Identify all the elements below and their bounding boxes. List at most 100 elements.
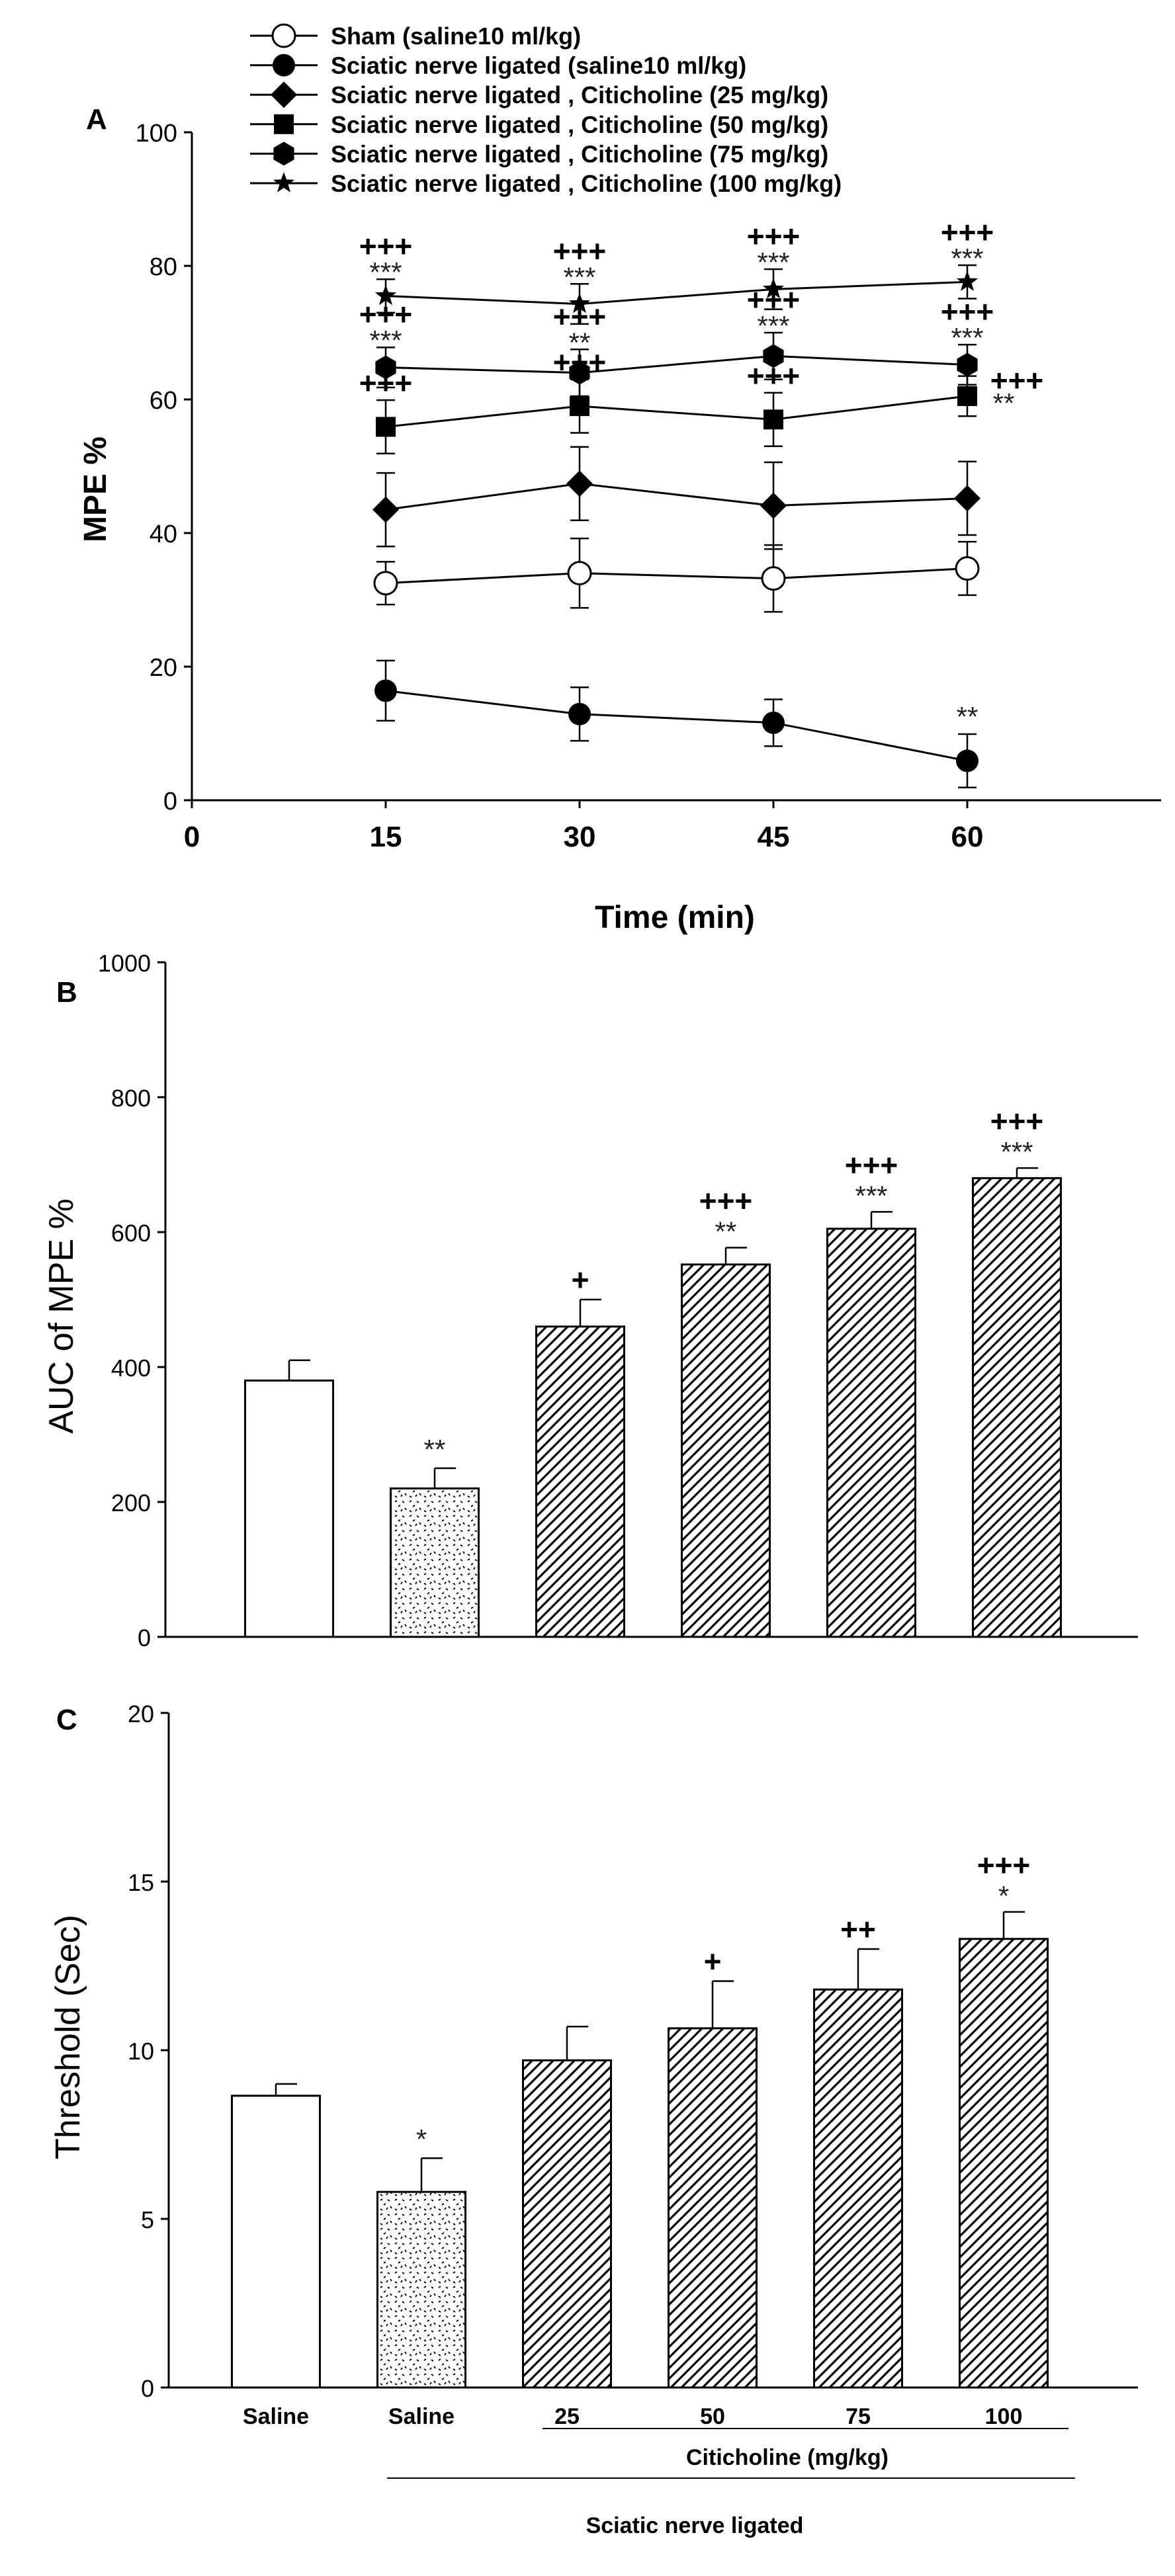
bar-group: ** [390,1434,480,1638]
data-point [568,292,591,313]
legend: Sham (saline10 ml/kg)Sciatic nerve ligat… [250,22,842,197]
significance-label: *** [369,325,402,356]
significance-label: + [572,1263,589,1297]
significance-label: ** [993,388,1015,419]
series-1 [373,537,980,613]
series-line [385,354,968,374]
x-tick-label: Saline [388,2404,455,2429]
data-point [570,396,589,417]
x-tick-label: 15 [370,821,402,853]
data-point [760,492,787,519]
significance-label: ** [957,701,979,732]
bar-group: * [376,2124,466,2389]
bar-group: *+++ [959,1848,1049,2389]
significance-label: +++ [845,1147,898,1182]
series-3 [372,446,980,550]
significance-label: * [416,2124,427,2155]
y-tick-label: 400 [111,1354,151,1382]
y-axis-label: MPE % [78,436,113,542]
data-point [375,355,396,380]
legend-item: Sciatic nerve ligated , Citicholine (50 … [250,111,828,138]
legend-marker [274,114,294,134]
legend-label: Sciatic nerve ligated , Citicholine (75 … [331,140,828,167]
series-6: ***+++***+++ ***+++***+++ [359,215,994,325]
data-point [763,344,784,368]
legend-label: Sciatic nerve ligated (saline10 ml/kg) [331,52,746,79]
data-point [762,711,785,734]
series-line [385,689,968,762]
significance-label: *** [369,257,402,288]
x-tick-label: 100 [985,2404,1023,2429]
bar [681,1263,771,1638]
bar [813,1988,903,2389]
data-point [372,496,399,523]
legend-label: Sciatic nerve ligated , Citicholine (25 … [331,81,828,108]
y-tick-label: 5 [141,2206,154,2233]
panel-b-letter: B [56,976,77,1009]
significance-label: ** [715,1216,737,1247]
significance-label: *** [757,310,789,341]
bar-group: **+++ [681,1183,771,1638]
significance-label: *** [951,243,983,274]
data-point [376,417,396,437]
bar-group: + [668,1944,758,2389]
y-tick-label: 15 [128,1869,154,1896]
legend-marker [273,172,295,192]
significance-label: *** [1000,1136,1033,1167]
y-tick-label: 600 [111,1220,151,1247]
data-point [568,702,591,726]
significance-label: +++ [553,233,607,268]
legend-marker [273,54,295,77]
bar [231,2095,321,2389]
y-tick-label: 800 [111,1085,151,1112]
series-line [385,482,968,511]
legend-label: Sham (saline10 ml/kg) [331,22,581,50]
data-point [374,284,397,306]
legend-marker [271,23,296,48]
y-tick-label: 20 [128,1700,154,1727]
y-tick-label: 80 [150,253,177,281]
bar-group [522,2026,612,2389]
bar-group: + [535,1263,625,1638]
bar [535,1325,625,1638]
significance-label: +++ [747,219,801,253]
y-tick-label: 200 [111,1489,151,1517]
significance-label: +++ [359,229,413,263]
bar [522,2059,612,2389]
data-point [566,470,593,497]
significance-label: *** [563,261,595,292]
y-tick-label: 100 [136,120,177,147]
bar [972,1177,1062,1638]
x-axis-label: Time (min) [595,900,755,935]
bar-group: ***+++ [972,1104,1062,1638]
data-point [373,571,398,596]
axes: 0 20 40 60 80 100 0 15 30 45 60 [136,120,1161,853]
x-tick-label: 60 [951,821,984,853]
significance-label: *** [757,247,789,278]
data-point [957,353,978,377]
bar [376,2190,466,2389]
data-point [763,409,783,430]
y-tick-label: 60 [150,387,177,415]
legend-marker [273,142,294,166]
significance-label: ** [569,327,591,358]
significance-label: *** [951,322,983,353]
bar [244,1379,334,1638]
series-line [385,280,968,306]
panel-a: A Sham (saline10 ml/kg)Sciatic nerve lig… [78,22,1161,935]
data-point [374,679,397,702]
y-axis-label: AUC of MPE % [42,1198,81,1433]
y-tick-label: 40 [150,520,177,548]
panel-c-letter: C [56,1704,77,1736]
significance-label: +++ [941,294,994,329]
bar [826,1227,916,1638]
legend-label: Sciatic nerve ligated , Citicholine (50 … [331,111,828,138]
citicholine-group-label: Citicholine (mg/kg) [686,2445,889,2470]
significance-label: +++ [699,1183,753,1218]
y-tick-label: 0 [141,2375,154,2402]
x-tick-label: 30 [564,821,596,853]
ligated-group-label: Sciatic nerve ligated [586,2513,804,2538]
plot-area: **+**+++ ***+++ ***+++ [244,1104,1062,1638]
